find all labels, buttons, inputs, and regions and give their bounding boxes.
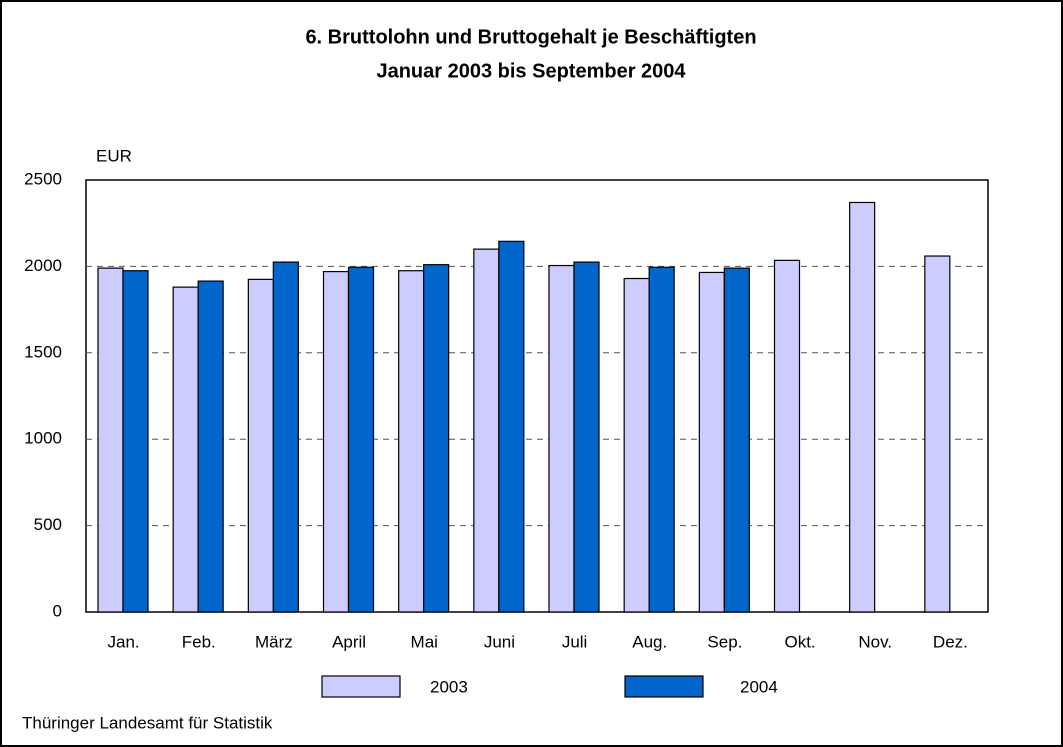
y-tick-label: 1500 xyxy=(24,342,62,361)
bar xyxy=(548,264,575,613)
bar xyxy=(272,261,299,613)
bar xyxy=(648,266,675,613)
chart-title: 6. Bruttolohn und Bruttogehalt je Beschä… xyxy=(305,26,756,48)
bar xyxy=(97,267,124,613)
bar xyxy=(773,259,801,613)
y-tick-label: 2500 xyxy=(24,169,62,188)
x-tick-label: Juni xyxy=(484,632,515,651)
x-tick-label: Dez. xyxy=(933,632,968,651)
plot-area xyxy=(85,179,989,613)
x-tick-label: Jan. xyxy=(108,632,140,651)
x-tick-label: März xyxy=(255,632,293,651)
x-tick-label: Okt. xyxy=(784,632,815,651)
legend-label: 2003 xyxy=(430,677,468,696)
bar xyxy=(849,201,876,613)
bar xyxy=(347,266,375,613)
y-tick-label: 2000 xyxy=(24,256,62,275)
chart-subtitle: Januar 2003 bis September 2004 xyxy=(376,60,686,82)
bar xyxy=(623,277,650,613)
legend-label: 2004 xyxy=(740,677,778,696)
y-tick-label: 500 xyxy=(34,515,62,534)
bar xyxy=(498,240,525,613)
bar xyxy=(197,280,224,613)
bar xyxy=(698,271,725,613)
source: Thüringer Landesamt für Statistik xyxy=(22,713,273,732)
y-tick-label: 0 xyxy=(53,601,62,620)
x-tick-label: Juli xyxy=(562,632,588,651)
x-tick-label: Feb. xyxy=(182,632,216,651)
bar xyxy=(573,261,600,613)
bar xyxy=(172,286,199,613)
bar xyxy=(723,267,750,613)
x-tick-label: Sep. xyxy=(707,632,742,651)
x-tick-label: April xyxy=(332,632,366,651)
legend-swatch xyxy=(321,675,401,698)
bar xyxy=(924,255,951,613)
y-tick-label: 1000 xyxy=(24,429,62,448)
x-tick-label: Aug. xyxy=(632,632,667,651)
x-tick-label: Mai xyxy=(411,632,438,651)
bar xyxy=(122,270,149,613)
bar xyxy=(398,270,425,613)
y-axis-label: EUR xyxy=(96,146,132,165)
bar xyxy=(247,278,274,613)
x-tick-label: Nov. xyxy=(858,632,892,651)
bar xyxy=(322,270,350,613)
bar xyxy=(473,248,500,613)
bar xyxy=(423,264,450,613)
legend-swatch xyxy=(624,675,704,698)
